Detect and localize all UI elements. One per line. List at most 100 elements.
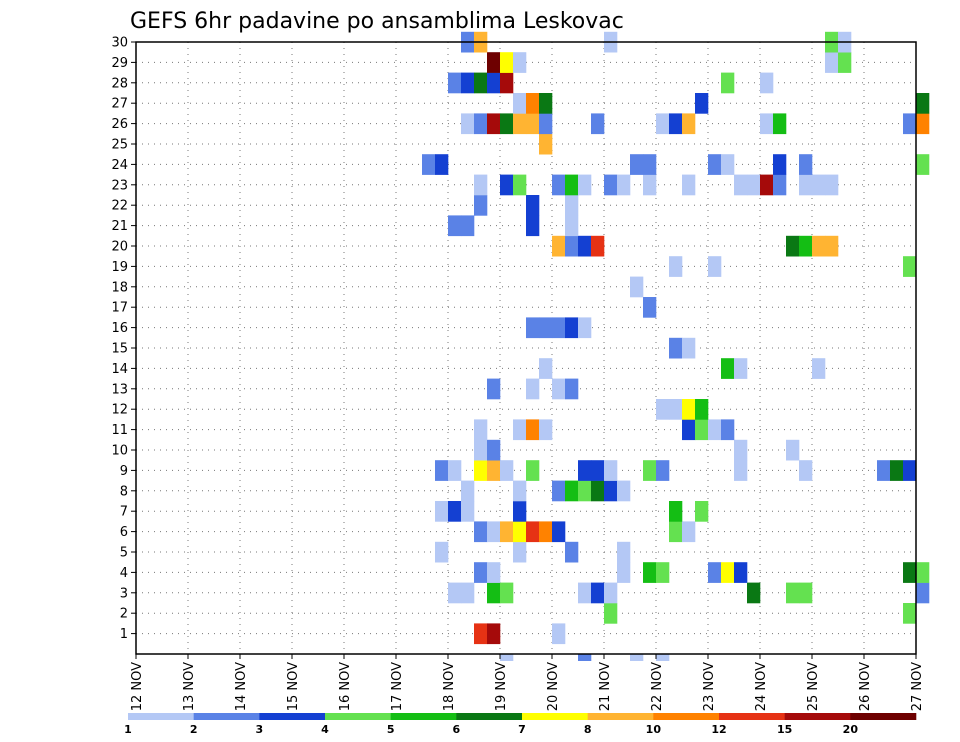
heatmap-cell bbox=[669, 337, 683, 359]
heatmap-cell bbox=[604, 480, 618, 502]
y-tick-label: 6 bbox=[120, 525, 128, 540]
heatmap-cell bbox=[903, 603, 917, 624]
heatmap-cell bbox=[721, 72, 735, 94]
heatmap-cell bbox=[500, 460, 514, 481]
heatmap-cell bbox=[474, 72, 488, 94]
heatmap-cell bbox=[513, 174, 527, 196]
y-tick-label: 24 bbox=[111, 158, 128, 173]
x-tick-label: 15 NOV bbox=[286, 662, 301, 711]
heatmap-cell bbox=[500, 521, 514, 543]
heatmap-cell bbox=[565, 195, 579, 216]
heatmap-cell bbox=[565, 235, 579, 257]
heatmap-cell bbox=[578, 582, 592, 604]
heatmap-cell bbox=[526, 215, 540, 237]
heatmap-cell bbox=[526, 419, 540, 441]
y-tick-label: 3 bbox=[120, 586, 128, 601]
heatmap-cell bbox=[799, 154, 813, 175]
heatmap-cell bbox=[448, 501, 462, 522]
heatmap-cell bbox=[656, 562, 670, 583]
x-tick-label: 26 NOV bbox=[858, 662, 873, 711]
y-tick-label: 17 bbox=[111, 301, 128, 316]
heatmap-cell bbox=[916, 93, 930, 114]
heatmap-cell bbox=[786, 235, 800, 257]
heatmap-cell bbox=[669, 399, 683, 420]
heatmap-cell bbox=[500, 52, 514, 73]
heatmap-cell bbox=[461, 215, 475, 237]
heatmap-cell bbox=[526, 113, 540, 135]
heatmap-cell bbox=[773, 174, 787, 196]
heatmap-cell bbox=[435, 460, 449, 481]
colorbar-label: 3 bbox=[256, 723, 264, 736]
heatmap-cell bbox=[656, 113, 670, 135]
heatmap-cell bbox=[565, 317, 579, 339]
heatmap-cell bbox=[474, 113, 488, 135]
heatmap-cell bbox=[487, 72, 501, 94]
y-tick-label: 30 bbox=[111, 36, 128, 51]
heatmap-cell bbox=[539, 521, 553, 543]
y-tick-label: 12 bbox=[111, 403, 128, 418]
heatmap-cell bbox=[526, 460, 540, 481]
heatmap-cell bbox=[474, 419, 488, 441]
x-tick-label: 14 NOV bbox=[234, 662, 249, 711]
y-tick-label: 27 bbox=[111, 97, 128, 112]
heatmap-cell bbox=[812, 235, 826, 257]
heatmap-cell bbox=[643, 297, 657, 318]
heatmap-cell bbox=[773, 113, 787, 135]
heatmap-cell bbox=[604, 460, 618, 481]
colorbar-swatch bbox=[193, 713, 260, 720]
heatmap-cell bbox=[643, 562, 657, 583]
heatmap-cell bbox=[656, 399, 670, 420]
y-tick-label: 10 bbox=[111, 444, 128, 459]
heatmap-cell bbox=[422, 154, 436, 175]
heatmap-cell bbox=[682, 113, 696, 135]
heatmap-cell bbox=[591, 235, 605, 257]
heatmap-cell bbox=[487, 439, 501, 461]
heatmap-cell bbox=[552, 378, 566, 400]
colorbar-label: 4 bbox=[321, 723, 329, 736]
colorbar-swatch bbox=[719, 713, 785, 720]
heatmap-cell bbox=[526, 93, 540, 114]
heatmap-cell bbox=[708, 562, 722, 583]
colorbar: 1 2 3 4 5 6 7 8 10 12 15 20 bbox=[124, 713, 917, 736]
heatmap-cell bbox=[487, 113, 501, 135]
heatmap-cell bbox=[448, 215, 462, 237]
heatmap-cell bbox=[799, 582, 813, 604]
heatmap-cell bbox=[461, 480, 475, 502]
heatmap-cell bbox=[695, 399, 709, 420]
heatmap-cell bbox=[721, 419, 735, 441]
heatmap-cell bbox=[877, 460, 891, 481]
heatmap-cell bbox=[916, 582, 930, 604]
heatmap-cell bbox=[760, 72, 774, 94]
heatmap-cell bbox=[734, 460, 748, 481]
heatmap-cell bbox=[513, 480, 527, 502]
heatmap-cell bbox=[812, 358, 826, 379]
heatmap-cell bbox=[552, 174, 566, 196]
heatmap-cell bbox=[552, 317, 566, 339]
heatmap-cell bbox=[695, 501, 709, 522]
x-tick-label: 20 NOV bbox=[546, 662, 561, 711]
heatmap-cell bbox=[604, 174, 618, 196]
heatmap-cell bbox=[526, 521, 540, 543]
y-tick-label: 19 bbox=[111, 260, 128, 275]
y-tick-label: 16 bbox=[111, 321, 128, 336]
colorbar-swatch bbox=[325, 713, 391, 720]
heatmap-cell bbox=[565, 378, 579, 400]
heatmap-cell bbox=[487, 521, 501, 543]
y-tick-label: 28 bbox=[111, 76, 128, 91]
x-tick-label: 19 NOV bbox=[494, 662, 509, 711]
colorbar-label: 20 bbox=[843, 723, 859, 736]
heatmap-cell bbox=[578, 460, 592, 481]
heatmap-cell bbox=[448, 460, 462, 481]
colorbar-swatch bbox=[522, 713, 588, 720]
heatmap-cell bbox=[773, 154, 787, 175]
x-tick-label: 12 NOV bbox=[130, 662, 145, 711]
heatmap-cell bbox=[513, 521, 527, 543]
heatmap-cell bbox=[487, 460, 501, 481]
colorbar-swatch bbox=[587, 713, 654, 720]
heatmap-cell bbox=[617, 541, 631, 563]
x-tick-label: 22 NOV bbox=[650, 662, 665, 711]
heatmap-cell bbox=[578, 480, 592, 502]
y-tick-label: 13 bbox=[111, 382, 128, 397]
colorbar-label: 12 bbox=[711, 723, 726, 736]
colorbar-swatch bbox=[456, 713, 523, 720]
